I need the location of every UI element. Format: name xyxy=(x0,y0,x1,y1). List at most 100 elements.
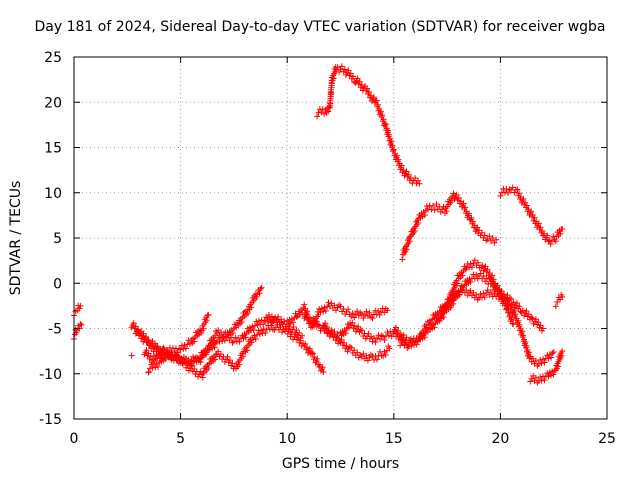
data-point xyxy=(468,214,475,221)
data-point xyxy=(281,318,288,325)
data-point xyxy=(421,334,428,341)
data-point xyxy=(354,308,361,315)
data-point xyxy=(381,120,388,127)
data-point xyxy=(405,171,412,178)
data-point xyxy=(411,228,418,235)
data-point xyxy=(364,85,371,92)
x-tick-label: 10 xyxy=(278,431,296,447)
data-point xyxy=(184,362,191,369)
data-point xyxy=(379,112,386,119)
data-point xyxy=(558,352,565,359)
data-point xyxy=(437,208,444,215)
data-point xyxy=(337,303,344,310)
data-point xyxy=(385,332,392,339)
data-point xyxy=(236,338,243,345)
series-trace-e xyxy=(141,321,327,381)
data-point xyxy=(552,303,559,310)
data-point xyxy=(449,290,456,297)
series-trace-p xyxy=(527,348,566,386)
data-point xyxy=(72,326,79,333)
data-point xyxy=(382,351,389,358)
series-trace-l xyxy=(397,270,547,352)
data-point xyxy=(338,63,345,70)
data-point xyxy=(510,299,517,306)
data-point xyxy=(180,358,187,365)
series-trace-f xyxy=(145,311,212,376)
data-point xyxy=(484,266,491,273)
data-point xyxy=(328,327,335,334)
data-point xyxy=(229,330,236,337)
data-point xyxy=(356,78,363,85)
data-point xyxy=(397,331,404,338)
data-point xyxy=(475,259,482,266)
data-point xyxy=(375,307,382,314)
data-point xyxy=(303,311,310,318)
data-point xyxy=(540,356,547,363)
data-point xyxy=(316,305,323,312)
data-point xyxy=(253,318,260,325)
data-point xyxy=(413,341,420,348)
data-point xyxy=(375,332,382,339)
data-point xyxy=(315,109,322,116)
y-axis-label: SDTVAR / TECUs xyxy=(8,181,28,296)
data-points xyxy=(71,63,566,386)
series-trace-n xyxy=(399,190,500,263)
data-point xyxy=(476,227,483,234)
data-point xyxy=(437,315,444,322)
data-point xyxy=(523,308,530,315)
data-point xyxy=(525,349,532,356)
data-point xyxy=(224,353,231,360)
data-point xyxy=(460,200,467,207)
data-point xyxy=(343,343,350,350)
data-point xyxy=(399,256,406,263)
data-point xyxy=(229,360,236,367)
data-point xyxy=(313,318,320,325)
data-point xyxy=(537,224,544,231)
data-point xyxy=(159,345,166,352)
data-point xyxy=(195,373,202,380)
data-point xyxy=(538,360,545,367)
data-point xyxy=(354,75,361,82)
data-point xyxy=(349,310,356,317)
data-point xyxy=(423,203,430,210)
data-point xyxy=(128,352,135,359)
data-point xyxy=(318,305,325,312)
data-point xyxy=(482,263,489,270)
data-point xyxy=(302,340,309,347)
data-point xyxy=(217,351,224,358)
data-point xyxy=(134,326,141,333)
data-point xyxy=(386,345,393,352)
data-point xyxy=(200,325,207,332)
data-point xyxy=(197,359,204,366)
data-point xyxy=(257,285,264,292)
x-tick-label: 15 xyxy=(385,431,403,447)
data-point xyxy=(244,347,251,354)
data-point xyxy=(211,356,218,363)
data-point xyxy=(369,315,376,322)
x-tick-label: 25 xyxy=(598,431,616,447)
data-point xyxy=(486,233,493,240)
data-point xyxy=(268,313,275,320)
data-point xyxy=(314,355,321,362)
data-point xyxy=(488,288,495,295)
series-trace-a xyxy=(71,302,84,319)
data-point xyxy=(72,308,79,315)
data-point xyxy=(489,235,496,241)
data-point xyxy=(365,89,372,96)
data-point xyxy=(182,345,189,352)
data-point xyxy=(440,313,447,320)
y-tick-label: 15 xyxy=(44,141,62,157)
data-point xyxy=(293,326,300,333)
data-point xyxy=(251,332,258,339)
data-point xyxy=(293,314,300,321)
axis-ticks: 0 5 10 15 20 25 -15 -10 -5 0 5 10 15 20 25 xyxy=(39,50,616,447)
data-point xyxy=(401,342,408,349)
y-tick-label: -5 xyxy=(48,322,62,338)
data-point xyxy=(473,291,480,298)
data-point xyxy=(306,345,313,352)
data-point xyxy=(376,311,383,318)
data-point xyxy=(477,270,484,277)
data-point xyxy=(400,167,407,174)
data-point xyxy=(389,142,396,149)
